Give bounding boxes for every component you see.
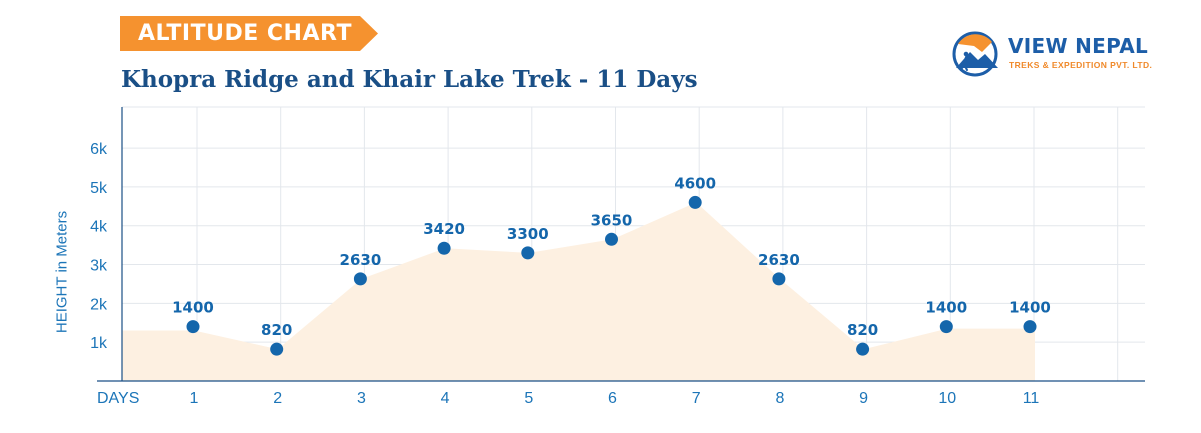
data-label: 1400	[1009, 299, 1051, 317]
chart-title: Khopra Ridge and Khair Lake Trek - 11 Da…	[121, 66, 698, 93]
x-tick-label: 3	[357, 390, 366, 407]
data-point	[688, 195, 702, 209]
data-label: 3650	[591, 211, 633, 229]
data-point	[186, 320, 200, 334]
data-point	[856, 342, 870, 356]
brand-name: VIEW NEPAL	[1008, 34, 1149, 58]
data-label: 4600	[674, 174, 716, 192]
altitude-area	[122, 202, 1035, 381]
x-tick-label: 2	[273, 390, 282, 407]
y-tick-label: 2k	[90, 296, 108, 313]
x-tick-label: 9	[859, 390, 868, 407]
data-point	[353, 272, 367, 286]
data-point	[521, 246, 535, 260]
data-label: 1400	[925, 299, 967, 317]
data-point	[1023, 320, 1037, 334]
data-label: 1400	[172, 299, 214, 317]
x-tick-label: 5	[524, 390, 533, 407]
data-point	[605, 232, 618, 246]
x-axis-label: DAYS	[97, 390, 139, 407]
data-label: 3300	[507, 225, 549, 243]
data-point	[772, 272, 786, 286]
data-point	[939, 320, 953, 334]
data-label: 2630	[758, 251, 800, 269]
y-tick-label: 1k	[90, 335, 108, 352]
x-tick-label: 7	[692, 390, 701, 407]
x-tick-label: 10	[938, 390, 956, 407]
tag-label: ALTITUDE CHART	[138, 21, 352, 46]
chart-tag-banner: ALTITUDE CHART	[120, 16, 378, 51]
x-tick-label: 8	[775, 390, 784, 407]
data-label: 820	[847, 321, 878, 339]
y-tick-label: 4k	[90, 219, 108, 236]
x-tick-label: 6	[608, 390, 617, 407]
tag-arrow-shape	[120, 16, 378, 51]
data-point	[270, 342, 284, 356]
data-label: 2630	[340, 251, 382, 269]
data-label: 3420	[423, 220, 465, 238]
mountain-hiker-icon	[952, 31, 998, 77]
y-tick-label: 6k	[90, 141, 108, 158]
x-tick-label: 1	[190, 390, 199, 407]
brand-logo[interactable]: VIEW NEPAL TREKS & EXPEDITION PVT. LTD.	[952, 30, 1152, 80]
brand-subtitle: TREKS & EXPEDITION PVT. LTD.	[1009, 60, 1153, 70]
data-point	[437, 241, 451, 255]
y-tick-label: 3k	[90, 258, 108, 275]
x-tick-label: 4	[441, 390, 450, 407]
data-label: 820	[261, 321, 292, 339]
x-tick-label: 11	[1023, 390, 1040, 407]
y-tick-label: 5k	[90, 180, 108, 197]
